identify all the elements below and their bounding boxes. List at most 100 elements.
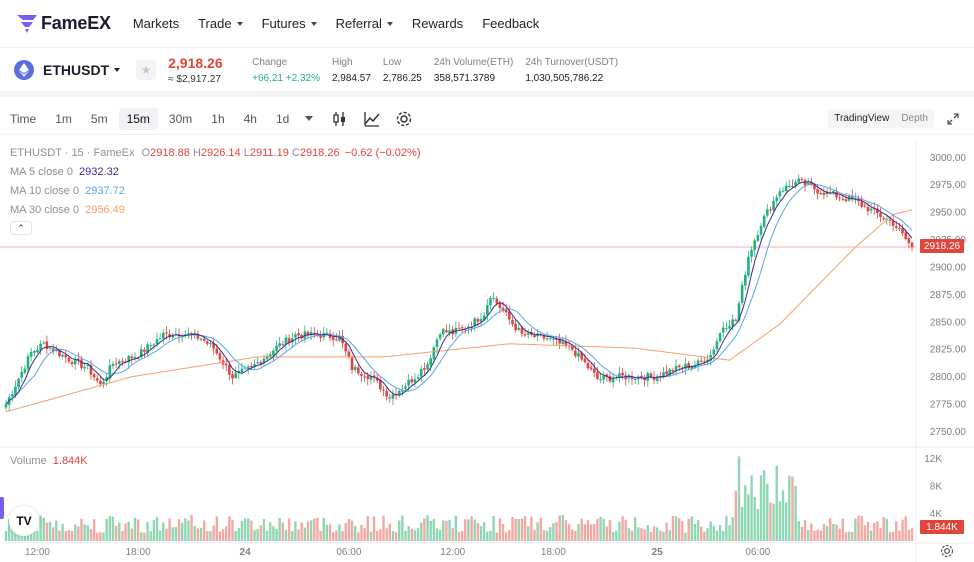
volume-bar [775, 465, 778, 541]
candle-body [869, 208, 873, 211]
nav-item-futures[interactable]: Futures [262, 16, 317, 31]
candle-body [338, 335, 341, 341]
candle-body [246, 366, 250, 369]
candle-body [561, 341, 565, 344]
legend-ma10-label: MA 10 close 0 [10, 185, 80, 197]
volume-bar [442, 520, 445, 541]
volume-bar [907, 529, 911, 541]
candlestick-type-icon[interactable] [331, 110, 349, 128]
candle-body [36, 349, 39, 353]
volume-bar [873, 522, 876, 541]
nav-item-feedback[interactable]: Feedback [482, 16, 539, 31]
candle-body [740, 284, 744, 303]
candle-body [272, 350, 275, 356]
legend-collapse-chevron-icon[interactable]: ⌃ [10, 221, 32, 235]
candle-body [583, 358, 587, 363]
volume-bar [879, 527, 882, 541]
volume-bar [482, 522, 486, 541]
volume-bar [124, 523, 127, 541]
volume-bar [366, 516, 369, 541]
volume-bar [121, 531, 124, 541]
candle-body [429, 358, 432, 366]
volume-bar [454, 515, 458, 541]
candle-body [731, 319, 734, 327]
nav-item-trade[interactable]: Trade [198, 16, 243, 31]
chart-settings-gear-icon[interactable] [940, 544, 954, 558]
volume-bar [382, 515, 385, 541]
volume-bar [162, 522, 165, 541]
timeframe-1d[interactable]: 1d [275, 111, 290, 126]
timeframe-1m[interactable]: 1m [55, 111, 72, 126]
chart-canvas[interactable]: 3000.002975.002950.002925.002900.002875.… [0, 141, 974, 562]
volume-bar [542, 530, 546, 541]
price-chart[interactable]: 3000.002975.002950.002925.002900.002875.… [0, 141, 974, 562]
volume-bar [294, 521, 297, 541]
volume-bar [111, 516, 115, 541]
stat-low-label: Low [382, 56, 402, 68]
volume-bar [829, 518, 832, 541]
volume-bar [165, 528, 168, 541]
legend-volume: Volume 1.844K [10, 455, 88, 467]
candle-body [517, 328, 521, 330]
ticker-bar: ETHUSDT ★ 2,918.26 ≈ $2,917.27 Change +6… [0, 49, 974, 97]
stat-turnover: 24h Turnover(USDT) 1,030,505,786.22 [525, 57, 618, 84]
candle-body [797, 178, 801, 183]
volume-bar [347, 519, 351, 541]
legend-open: 2918.88 [150, 147, 190, 159]
ma30-line [5, 209, 913, 413]
candle-body [155, 339, 159, 344]
volume-bar [646, 525, 649, 541]
side-panel-tab[interactable] [0, 497, 4, 519]
volume-bar [470, 516, 473, 541]
volume-bar [759, 475, 763, 541]
candle-body [876, 208, 879, 214]
candle-body [482, 315, 486, 321]
chart-legend-ohlc: ETHUSDT · 15 · FameEx O2918.88 H2926.14 … [10, 147, 421, 159]
candle-body [404, 386, 407, 389]
view-tradingview[interactable]: TradingView [834, 113, 890, 124]
candle-body [555, 338, 558, 340]
candle-body [146, 344, 149, 353]
nav-item-markets[interactable]: Markets [133, 16, 179, 31]
volume-bar [791, 476, 794, 541]
timeframe-time[interactable]: Time [10, 111, 37, 126]
brand-logo[interactable]: FameEX [17, 13, 111, 34]
candle-body [127, 355, 130, 363]
volume-bar [630, 530, 634, 541]
candle-body [504, 310, 508, 313]
nav-item-referral[interactable]: Referral [336, 16, 393, 31]
settings-gear-icon[interactable] [395, 110, 413, 128]
volume-bar [58, 530, 61, 541]
timeframe-more-chevron-icon[interactable] [305, 116, 314, 121]
timeframe-5m[interactable]: 5m [90, 111, 108, 126]
candle-body [699, 360, 703, 362]
volume-bar [313, 518, 316, 541]
candle-body [618, 373, 621, 378]
volume-bar [891, 531, 895, 541]
view-depth[interactable]: Depth [901, 113, 928, 124]
fullscreen-expand-icon[interactable] [946, 112, 960, 126]
candle-body [385, 390, 388, 397]
timeframe-15m[interactable]: 15m [118, 107, 158, 130]
volume-bar [901, 519, 904, 541]
timeframe-1h[interactable]: 1h [211, 111, 225, 126]
indicators-icon[interactable] [363, 110, 381, 128]
tradingview-logo-icon[interactable]: TV [9, 506, 39, 536]
candle-body [202, 338, 206, 341]
candle-body [460, 327, 464, 329]
candle-body [498, 302, 502, 308]
candle-body [51, 348, 55, 352]
timeframe-30m[interactable]: 30m [168, 111, 193, 126]
candle-body [199, 338, 203, 340]
stat-volume: 24h Volume(ETH) 358,571.3789 [434, 57, 513, 84]
candle-body [312, 332, 316, 335]
pair-selector[interactable]: ETHUSDT [43, 62, 121, 78]
candle-body [309, 332, 313, 335]
timeframe-4h[interactable]: 4h [243, 111, 257, 126]
candle-body [268, 354, 272, 357]
volume-bar [413, 530, 417, 541]
candle-body [904, 232, 908, 239]
legend-title: ETHUSDT · 15 · FameEx [10, 147, 135, 159]
nav-item-rewards[interactable]: Rewards [412, 16, 463, 31]
favorite-star-icon[interactable]: ★ [136, 60, 157, 80]
